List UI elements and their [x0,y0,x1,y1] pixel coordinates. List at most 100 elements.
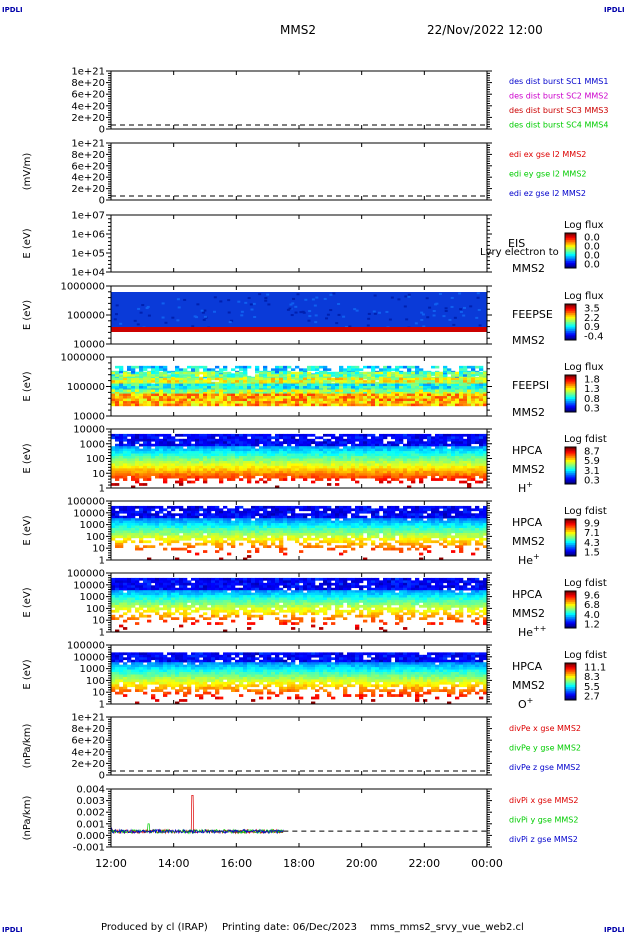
feeps-i-cell [207,393,212,397]
hpca-h-cell [243,473,248,477]
hpca-h-cell [243,456,248,459]
feeps-i-cell [191,398,196,402]
hpca-h-cell [235,460,240,464]
feeps-i-cell [111,380,116,383]
hpca-h-cell [303,441,308,445]
hpca-h-cell [379,460,384,464]
hpca-h-cell [363,441,368,445]
feeps-i-cell [131,368,136,371]
hpca-h-cell [479,441,484,445]
feeps-i-cell [215,377,220,381]
hpca-h-cell [419,478,424,481]
feeps-i-cell [259,396,264,399]
hpca-h-cell [387,480,392,484]
feeps-i-cell [427,374,432,377]
feeps-i-cell [423,377,428,381]
feeps-i-cell [427,393,432,397]
feeps-i-cell [459,396,464,399]
feeps-i-cell [399,365,404,369]
feeps-i-cell [423,386,428,389]
feeps-i-cell [291,368,296,371]
hpca-h-cell [351,473,356,477]
feeps-e-panel-cbar-tick: 2.2 [584,313,600,324]
feeps-i-cell [271,377,276,381]
hpca-h-cell [179,460,184,464]
feeps-i-cell [123,374,128,377]
hpca-h-cell [139,433,144,437]
hpca-he-cell [139,547,144,551]
hpca-h-cell [219,453,224,457]
feeps-i-cell [147,383,152,387]
feeps-i-cell [411,377,416,381]
hpca-he-cell [135,510,140,514]
hpca-h-cell [167,441,172,445]
feeps-i-cell [111,391,116,395]
hpca-h-cell [203,441,208,445]
hpca-h-cell [143,446,148,449]
hpca-h-cell [391,448,396,452]
feeps-i-cell [479,391,484,395]
feeps-i-cell [383,391,388,395]
hpca-h-cell [339,441,344,445]
feeps-i-cell [451,389,456,393]
hpca-h-cell [179,473,184,477]
hpca-h-cell [115,470,120,474]
feeps-i-cell [391,380,396,383]
hpca-h-cell [391,433,396,437]
feeps-i-cell [151,386,156,389]
feeps-e-cell [267,303,271,306]
hpca-h-panel-ylabel: E (eV) [22,443,33,473]
hpca-h-cell [219,475,224,479]
feeps-i-cell [187,377,192,381]
feeps-i-cell [407,401,412,404]
hpca-h-cell [387,460,392,464]
feeps-i-cell [195,396,200,399]
hpca-h-cell [295,463,300,467]
hpca-h-cell [403,473,408,477]
hpca-he-cell [123,505,128,509]
feeps-i-cell [163,383,168,387]
feeps-e-panel-cbar-swatch [565,325,576,328]
hpca-h-cell [271,443,276,447]
feeps-e-cell [403,305,407,308]
feeps-i-cell [195,401,200,404]
hpca-h-cell [387,458,392,462]
feeps-i-cell [415,377,420,381]
feeps-i-cell [347,393,352,397]
feeps-i-cell [191,380,196,383]
feeps-i-cell [415,380,420,383]
feeps-i-cell [155,398,160,402]
feeps-i-cell [355,383,360,387]
feeps-i-cell [463,371,468,375]
feeps-i-cell [307,403,312,407]
hpca-h-cell [287,460,292,464]
hpca-h-cell [295,443,300,447]
hpca-h-cell [123,465,128,469]
feeps-i-cell [303,398,308,402]
hpca-h-cell [435,456,440,459]
hpca-h-cell [303,465,308,469]
hpca-h-cell [451,438,456,442]
hpca-h-cell [263,453,268,457]
feeps-i-cell [215,389,220,393]
hpca-h-cell [331,468,336,472]
feeps-i-cell [423,380,428,383]
hpca-h-cell [235,465,240,469]
hpca-h-cell [155,448,160,452]
feeps-i-cell [287,389,292,393]
feeps-e-background [111,292,487,327]
feeps-i-cell [191,381,196,385]
hpca-h-cell [391,456,396,459]
feeps-i-cell [395,380,400,383]
hpca-he-cell [115,513,120,517]
hpca-h-cell [367,470,372,474]
feeps-i-cell [227,374,232,377]
feeps-i-cell [447,393,452,397]
feeps-i-cell [391,383,396,387]
feeps-i-cell [271,398,276,402]
feeps-i-cell [307,371,312,375]
feeps-i-cell [411,403,416,407]
feeps-i-cell [467,396,472,399]
feeps-i-cell [479,398,484,402]
